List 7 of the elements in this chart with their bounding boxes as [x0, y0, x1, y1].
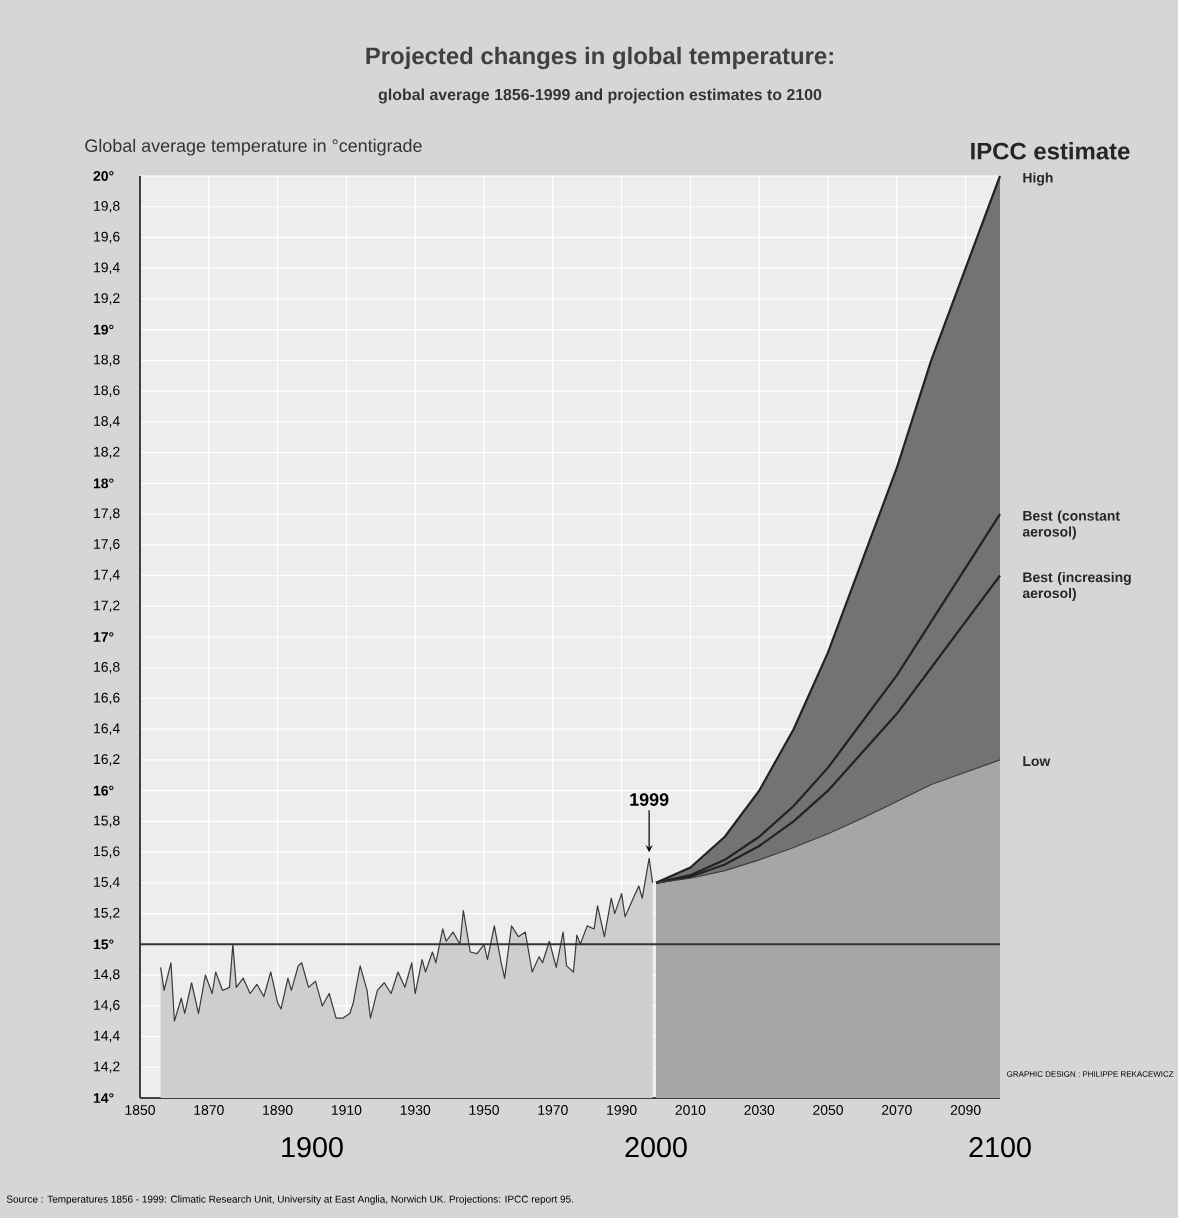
chart-title: Projected changes in global temperature: — [366, 46, 833, 70]
legend-title: IPCC estimate — [971, 142, 1130, 160]
annotation: 1999 — [630, 793, 669, 806]
y-axis-title: Global average temperature in °centigrade — [85, 138, 422, 156]
x2-tick-label: 2100 — [969, 1137, 1031, 1158]
x2-tick-label: 2000 — [625, 1137, 687, 1158]
x2-tick-label: 1900 — [282, 1137, 343, 1158]
